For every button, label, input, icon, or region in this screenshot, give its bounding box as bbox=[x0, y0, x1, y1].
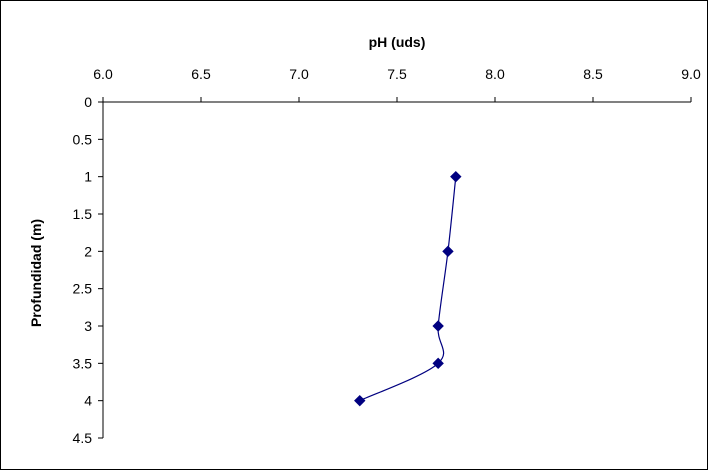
y-tick-label: 2.5 bbox=[73, 281, 93, 297]
data-point bbox=[450, 170, 462, 183]
y-tick-label: 3 bbox=[84, 318, 92, 334]
y-tick-label: 0.5 bbox=[73, 131, 93, 147]
data-point bbox=[442, 245, 454, 258]
x-tick-label: 6.0 bbox=[93, 66, 113, 82]
x-tick-label: 7.0 bbox=[289, 66, 309, 82]
y-tick-label: 1.5 bbox=[73, 206, 93, 222]
y-tick-label: 4.5 bbox=[73, 430, 93, 446]
x-tick-labels: 6.0 6.5 7.0 7.5 8.0 8.5 9.0 bbox=[93, 66, 701, 82]
y-tick-label: 2 bbox=[84, 243, 92, 259]
data-point bbox=[432, 357, 444, 370]
x-tick-label: 8.5 bbox=[583, 66, 603, 82]
x-axis-title: pH (uds) bbox=[369, 34, 426, 50]
y-axis-title: Profundidad (m) bbox=[28, 219, 44, 327]
series-group bbox=[354, 170, 462, 407]
y-tick-label: 1 bbox=[84, 169, 92, 185]
x-tick-label: 6.5 bbox=[191, 66, 211, 82]
y-tick-label: 0 bbox=[84, 94, 92, 110]
y-tick-labels: 0 0.5 1 1.5 2 2.5 3 3.5 4 4.5 bbox=[73, 94, 93, 446]
x-tick-label: 9.0 bbox=[681, 66, 701, 82]
x-tick-label: 8.0 bbox=[485, 66, 505, 82]
data-point bbox=[354, 394, 366, 407]
x-tick-label: 7.5 bbox=[387, 66, 407, 82]
y-tick-label: 3.5 bbox=[73, 355, 93, 371]
y-tick-label: 4 bbox=[84, 393, 92, 409]
data-point bbox=[432, 320, 444, 332]
axes bbox=[98, 97, 692, 439]
series-line bbox=[359, 176, 457, 402]
